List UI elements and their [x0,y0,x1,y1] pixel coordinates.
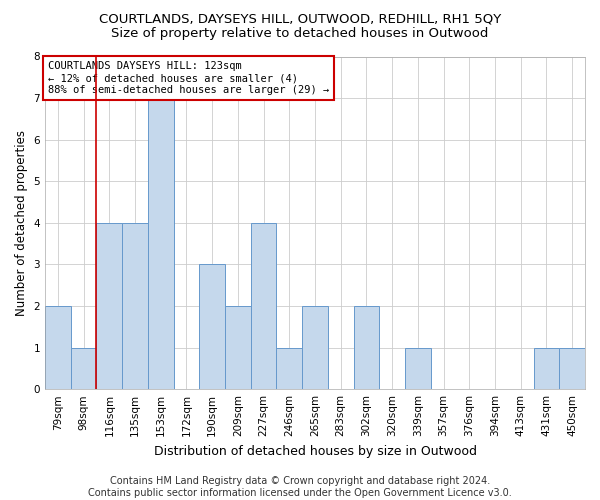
Bar [71,348,97,389]
Bar [277,348,302,389]
Bar [353,306,379,389]
Text: Contains HM Land Registry data © Crown copyright and database right 2024.
Contai: Contains HM Land Registry data © Crown c… [88,476,512,498]
Text: COURTLANDS DAYSEYS HILL: 123sqm
← 12% of detached houses are smaller (4)
88% of : COURTLANDS DAYSEYS HILL: 123sqm ← 12% of… [48,62,329,94]
Bar [533,348,559,389]
Bar [251,223,277,389]
Bar [302,306,328,389]
Bar [225,306,251,389]
Bar [148,98,173,389]
Bar [199,264,225,389]
Text: COURTLANDS, DAYSEYS HILL, OUTWOOD, REDHILL, RH1 5QY: COURTLANDS, DAYSEYS HILL, OUTWOOD, REDHI… [99,12,501,26]
Text: Size of property relative to detached houses in Outwood: Size of property relative to detached ho… [112,28,488,40]
Bar [405,348,431,389]
Y-axis label: Number of detached properties: Number of detached properties [15,130,28,316]
Bar [45,306,71,389]
Bar [559,348,585,389]
Bar [97,223,122,389]
X-axis label: Distribution of detached houses by size in Outwood: Distribution of detached houses by size … [154,444,476,458]
Bar [122,223,148,389]
